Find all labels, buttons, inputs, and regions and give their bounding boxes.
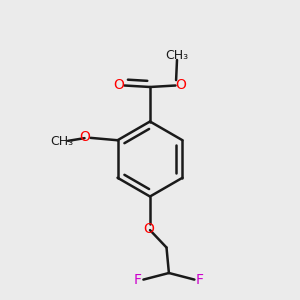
- Text: F: F: [134, 273, 142, 287]
- Text: CH₃: CH₃: [165, 49, 189, 62]
- Text: CH₃: CH₃: [50, 135, 74, 148]
- Text: F: F: [196, 273, 204, 287]
- Text: O: O: [80, 130, 91, 144]
- Text: O: O: [176, 78, 186, 92]
- Text: O: O: [144, 222, 154, 236]
- Text: O: O: [114, 78, 124, 92]
